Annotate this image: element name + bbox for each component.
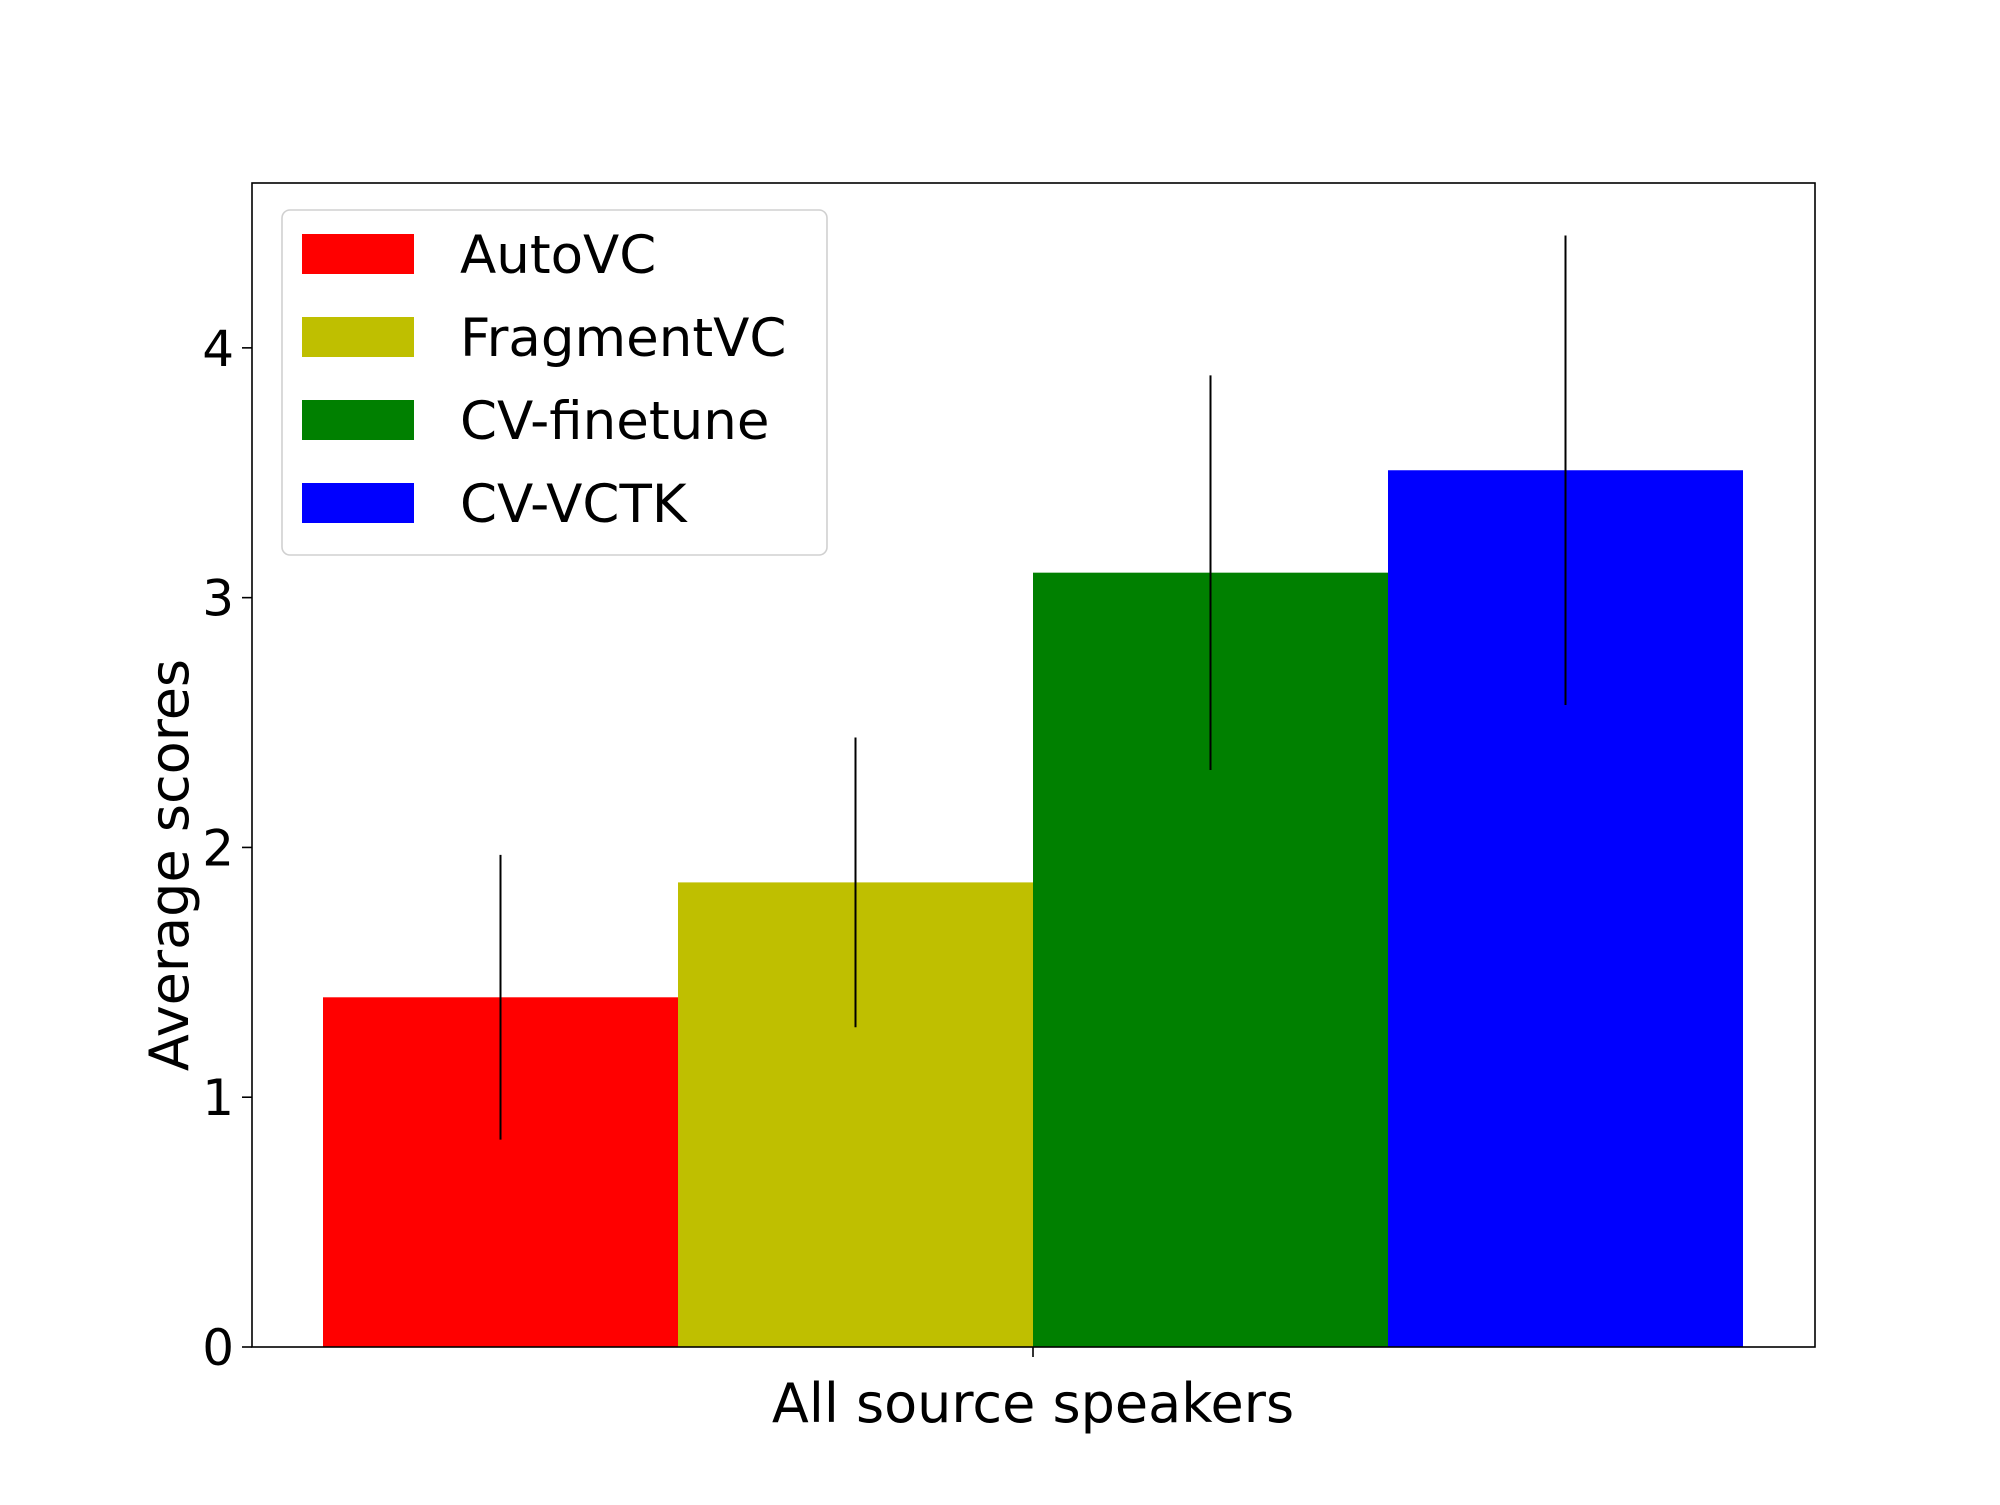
x-axis: All source speakers [772,1347,1294,1435]
x-tick-label: All source speakers [772,1372,1294,1435]
legend-label-cv-vctk: CV-VCTK [460,474,688,535]
legend-label-fragmentvc: FragmentVC [460,308,786,369]
legend-swatch-cv-finetune [302,400,414,440]
y-tick-label: 1 [202,1069,234,1127]
y-tick-label: 3 [202,570,234,628]
legend-swatch-fragmentvc [302,317,414,357]
y-axis-label: Average scores [138,659,201,1071]
y-tick-label: 2 [202,819,234,877]
error-bars-group [499,235,1567,1140]
legend: AutoVC FragmentVC CV-finetune CV-VCTK [281,209,828,556]
y-tick-label: 4 [202,320,234,378]
legend-label-cv-finetune: CV-finetune [460,391,769,452]
legend-swatch-cv-vctk [302,483,414,523]
y-axis: 0 1 2 3 4 [202,320,252,1377]
bars-group [323,470,1743,1348]
legend-swatch-autovc [302,234,414,274]
legend-label-autovc: AutoVC [460,225,656,286]
legend-box [281,209,828,556]
y-tick-label: 0 [202,1319,234,1377]
